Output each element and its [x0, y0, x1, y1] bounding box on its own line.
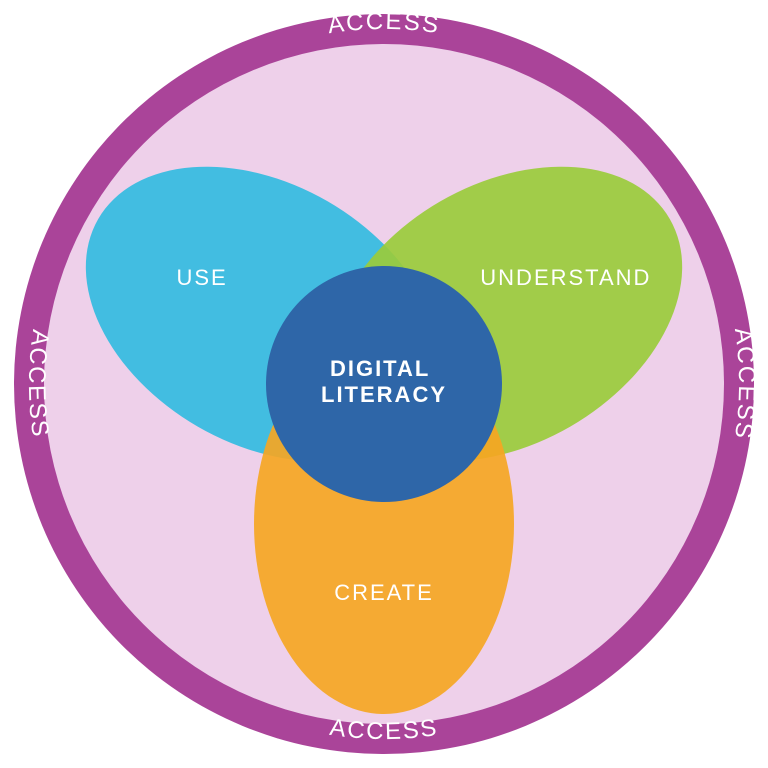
- ring-label-right: ACCESS: [729, 326, 760, 442]
- ring-label-left: ACCESS: [23, 328, 54, 440]
- ring-label-bottom: ACCESS: [328, 714, 440, 745]
- petal-label-create: CREATE: [334, 580, 434, 605]
- center-label: DIGITAL LITERACY: [321, 356, 447, 407]
- petal-label-understand: UNDERSTAND: [480, 265, 651, 290]
- petal-label-use: USE: [177, 265, 228, 290]
- digital-literacy-diagram: ACCESS ACCESS ACCESS ACCESS USE UNDERSTAN…: [0, 0, 768, 768]
- ring-label-top: ACCESS: [326, 8, 442, 39]
